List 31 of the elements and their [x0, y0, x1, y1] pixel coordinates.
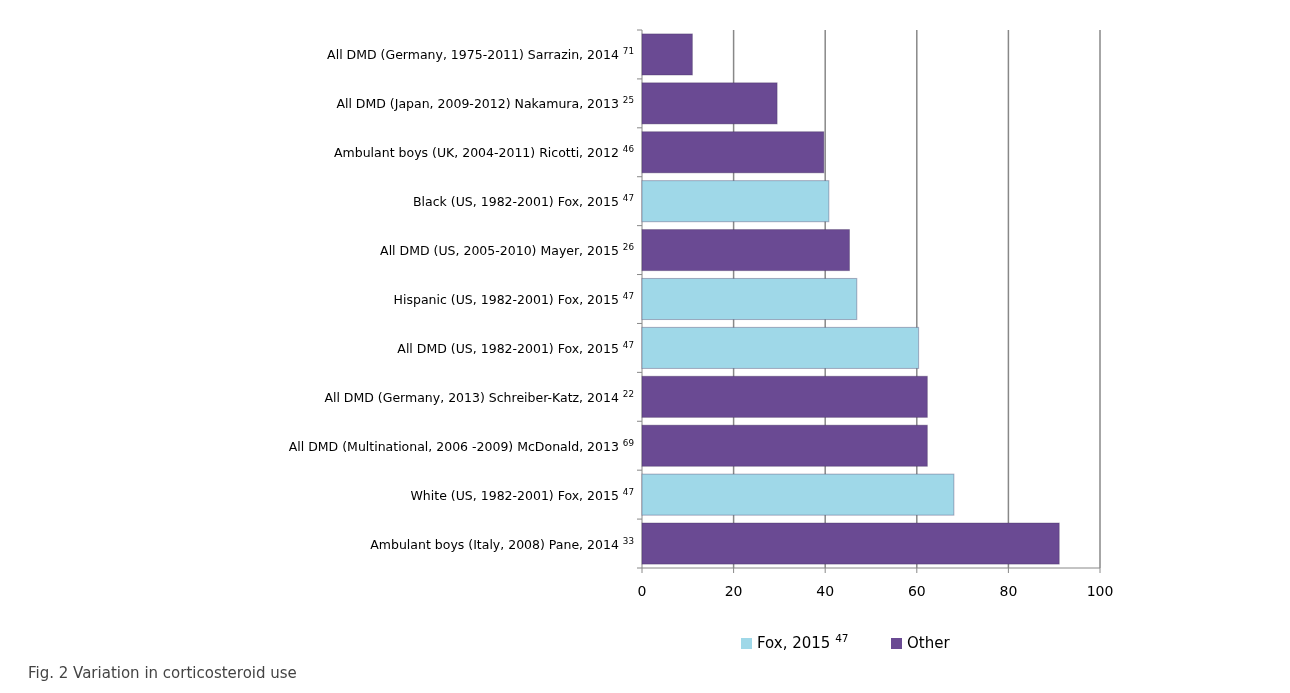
- bar: [641, 522, 1060, 565]
- legend-label: Other: [907, 634, 951, 652]
- y-tick-label: All DMD (Multinational, 2006 -2009) McDonald, 2013 $^{69}$: [288, 437, 634, 454]
- y-tick-label: All DMD (US, 2005-2010) Mayer, 2015 $^{26}$: [380, 242, 635, 259]
- bar: [641, 33, 693, 76]
- y-tick-label: White (US, 1982-2001) Fox, 2015 $^{47}$: [410, 486, 634, 503]
- x-tick-label: 60: [907, 583, 926, 599]
- y-tick-label: All DMD (Germany, 2013) Schreiber-Katz, 2014 $^{22}$: [324, 388, 634, 405]
- caption: Fig. 2 Variation in corticosteroid use: [28, 664, 297, 682]
- x-tick-label: 100: [1086, 583, 1114, 599]
- bar: [641, 277, 858, 321]
- bar: [641, 424, 928, 467]
- y-tick-label: Hispanic (US, 1982-2001) Fox, 2015 $^{47}$: [393, 291, 634, 307]
- bar: [641, 375, 928, 418]
- legend-label: Fox, 2015 $^{47}$: [757, 632, 849, 652]
- bar: [641, 229, 850, 272]
- x-tick-label: 80: [999, 583, 1018, 599]
- bar: [641, 473, 955, 516]
- bar: [641, 180, 830, 223]
- y-tick-label: All DMD (US, 1982-2001) Fox, 2015 $^{47}$: [397, 339, 634, 356]
- bar: [641, 326, 920, 369]
- y-tick-label: Ambulant boys (UK, 2004-2011) Ricotti, 2012 $^{46}$: [334, 144, 635, 161]
- y-tick-label: Ambulant boys (Italy, 2008) Pane, 2014 $^{33}$: [370, 535, 634, 552]
- x-tick-label: 40: [816, 583, 835, 599]
- y-tick-label: All DMD (Japan, 2009-2012) Nakamura, 2013 $^{25}$: [336, 95, 634, 112]
- y-tick-label: Black (US, 1982-2001) Fox, 2015 $^{47}$: [413, 193, 634, 210]
- y-tick-label: All DMD (Germany, 1975-2011) Sarrazin, 2014 $^{71}$: [327, 46, 634, 63]
- x-tick-label: 20: [724, 583, 743, 599]
- bar: [641, 131, 825, 174]
- x-tick-label: 0: [637, 583, 647, 599]
- bar: [641, 82, 778, 125]
